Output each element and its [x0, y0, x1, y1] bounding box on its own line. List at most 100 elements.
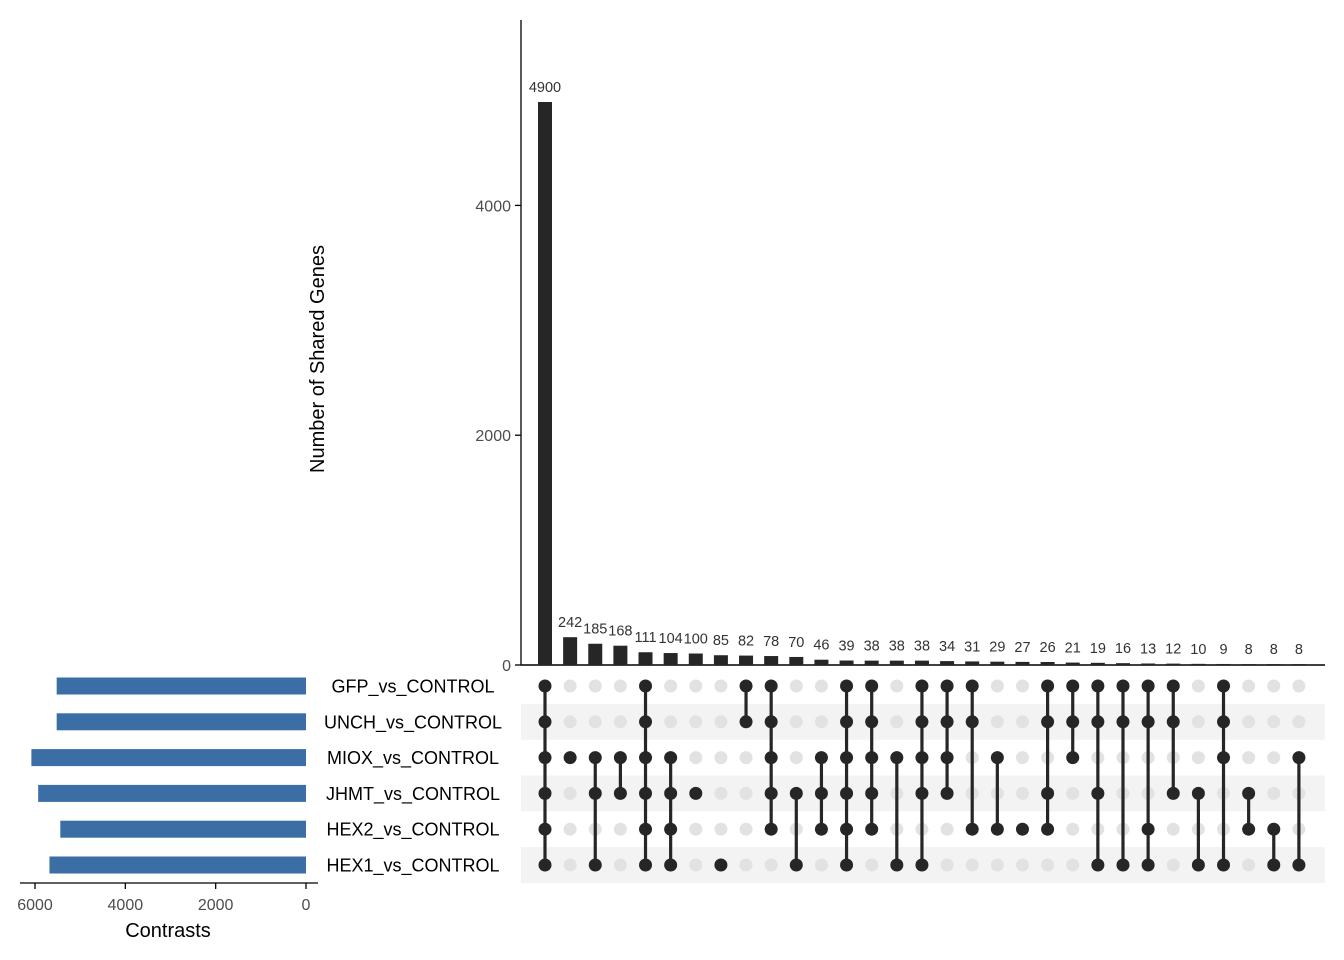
- matrix-dot-empty: [1041, 858, 1055, 872]
- matrix-dot-filled: [865, 715, 879, 729]
- set-size-bar: [56, 677, 307, 695]
- matrix-dot-empty: [965, 858, 979, 872]
- set-name-label: UNCH_vs_CONTROL: [324, 712, 502, 733]
- matrix-dot-filled: [865, 679, 879, 693]
- matrix-dot-empty: [890, 679, 904, 693]
- matrix-dot-filled: [1141, 822, 1155, 836]
- matrix-dot-filled: [588, 786, 602, 800]
- matrix-dot-filled: [1141, 715, 1155, 729]
- matrix-dot-empty: [613, 679, 627, 693]
- matrix-dot-empty: [789, 751, 803, 765]
- intersection-size-axis: 0 2000 4000: [475, 20, 1325, 675]
- matrix-dot-filled: [1066, 715, 1080, 729]
- matrix-dot-empty: [990, 679, 1004, 693]
- matrix-dot-empty: [714, 786, 728, 800]
- intersection-bar: [739, 655, 754, 665]
- matrix-dot-empty: [1267, 751, 1281, 765]
- matrix-dot-empty: [990, 858, 1004, 872]
- intersection-bar: [713, 655, 728, 665]
- intersection-bar: [1266, 664, 1281, 665]
- matrix-dot-filled: [1166, 786, 1180, 800]
- matrix-dot-filled: [1191, 858, 1205, 872]
- matrix-dot-filled: [1292, 858, 1306, 872]
- matrix-dot-filled: [764, 786, 778, 800]
- matrix-dot-empty: [1242, 679, 1256, 693]
- matrix-dot-empty: [613, 858, 627, 872]
- matrix-dot-filled: [965, 715, 979, 729]
- matrix-dot-filled: [814, 751, 828, 765]
- matrix-dot-filled: [865, 751, 879, 765]
- matrix-dot-empty: [1015, 751, 1029, 765]
- set-axis-tick-label: 4000: [108, 897, 144, 914]
- matrix-dot-filled: [613, 751, 627, 765]
- matrix-dot-filled: [840, 715, 854, 729]
- matrix-dot-empty: [588, 679, 602, 693]
- intersection-bar: [1141, 663, 1156, 665]
- intersection-bar-label: 82: [738, 634, 754, 650]
- matrix-dot-empty: [1191, 715, 1205, 729]
- matrix-dot-empty: [1292, 715, 1306, 729]
- matrix-dot-empty: [1166, 858, 1180, 872]
- matrix-dot-filled: [1191, 786, 1205, 800]
- matrix-dot-empty: [1015, 786, 1029, 800]
- intersection-bar: [538, 102, 552, 665]
- set-name-label: HEX1_vs_CONTROL: [326, 856, 499, 877]
- matrix-dot-filled: [1166, 715, 1180, 729]
- matrix-dot-empty: [1292, 679, 1306, 693]
- matrix-dot-filled: [840, 751, 854, 765]
- matrix-dot-empty: [689, 679, 703, 693]
- y-axis-label: Number of Shared Genes: [307, 245, 329, 473]
- matrix-dot-filled: [639, 822, 653, 836]
- intersection-bar-label: 70: [788, 635, 804, 651]
- intersection-bar: [789, 656, 804, 665]
- matrix-dot-filled: [1166, 679, 1180, 693]
- intersection-bar: [1241, 664, 1256, 665]
- intersection-bar: [1216, 663, 1231, 665]
- matrix-dot-empty: [814, 679, 828, 693]
- intersection-bar-label: 10: [1190, 642, 1206, 658]
- matrix-dot-filled: [538, 822, 552, 836]
- intersection-bar: [1090, 662, 1105, 665]
- matrix-dot-empty: [664, 715, 678, 729]
- matrix-dot-filled: [538, 679, 552, 693]
- matrix-dot-filled: [1242, 786, 1256, 800]
- matrix-dot-empty: [613, 715, 627, 729]
- matrix-dot-filled: [739, 715, 753, 729]
- matrix-dot-filled: [1091, 679, 1105, 693]
- intersection-bar-label: 100: [684, 632, 708, 648]
- matrix-dot-empty: [789, 679, 803, 693]
- intersection-bar-label: 19: [1090, 641, 1106, 657]
- matrix-dot-empty: [990, 715, 1004, 729]
- matrix-dot-filled: [940, 786, 954, 800]
- intersection-bar-label: 38: [914, 639, 930, 655]
- matrix-dot-filled: [664, 751, 678, 765]
- intersection-bar-label: 168: [608, 624, 632, 640]
- matrix-dot-filled: [814, 822, 828, 836]
- matrix-dot-filled: [664, 858, 678, 872]
- y-tick-label: 4000: [475, 198, 511, 215]
- matrix-dot-filled: [1041, 786, 1055, 800]
- intersection-bar-label: 104: [659, 631, 683, 647]
- matrix-dot-filled: [1217, 858, 1231, 872]
- matrix-dot-filled: [1015, 822, 1029, 836]
- matrix-dot-empty: [1242, 715, 1256, 729]
- intersection-bar-label: 85: [713, 633, 729, 649]
- intersection-bar: [1015, 661, 1030, 665]
- matrix-dot-empty: [789, 715, 803, 729]
- intersection-bar-label: 12: [1165, 642, 1181, 658]
- matrix-dot-filled: [890, 858, 904, 872]
- matrix-dot-filled: [890, 751, 904, 765]
- matrix-dot-filled: [739, 679, 753, 693]
- intersection-bar-label: 27: [1014, 640, 1030, 656]
- matrix-dot-filled: [940, 715, 954, 729]
- intersection-bar-label: 8: [1245, 642, 1253, 658]
- intersection-bar: [1291, 664, 1306, 665]
- set-name-labels: GFP_vs_CONTROL UNCH_vs_CONTROL MIOX_vs_CON…: [324, 677, 502, 877]
- matrix-dot-empty: [664, 679, 678, 693]
- set-axis-tick-label: 0: [302, 897, 311, 914]
- matrix-dot-empty: [739, 858, 753, 872]
- set-name-label: MIOX_vs_CONTROL: [327, 748, 499, 769]
- matrix-dot-empty: [1191, 751, 1205, 765]
- matrix-dot-empty: [1015, 679, 1029, 693]
- matrix-dot-filled: [764, 679, 778, 693]
